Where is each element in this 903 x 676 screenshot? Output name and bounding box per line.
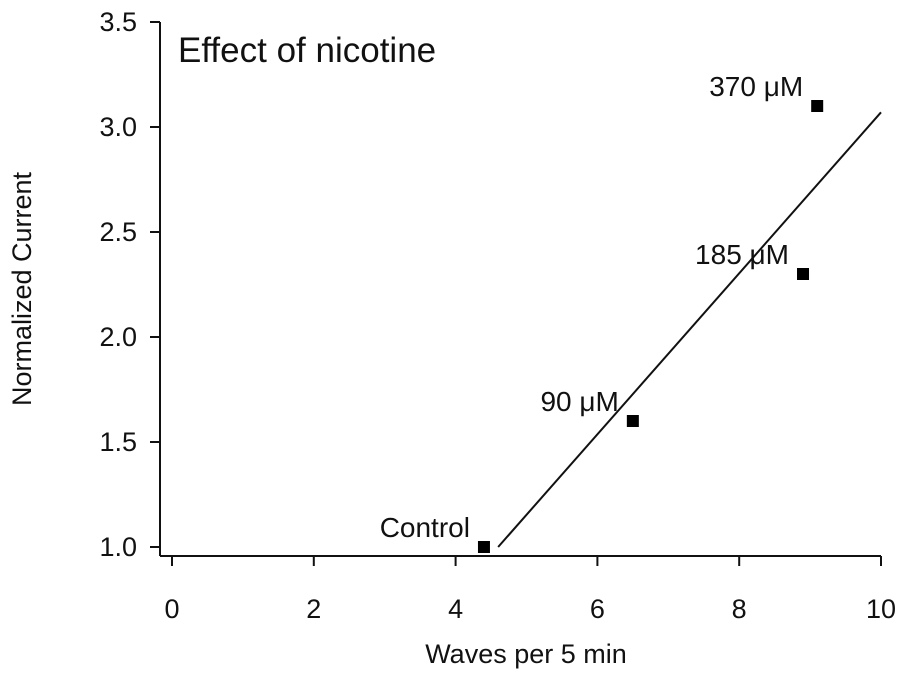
y-tick-label: 1.5 — [99, 427, 137, 457]
y-tick-label: 3.5 — [99, 7, 137, 37]
data-point-label: 90 μM — [540, 386, 618, 417]
y-tick-label: 1.0 — [99, 532, 137, 562]
data-point-label: Control — [380, 512, 470, 543]
data-point-marker — [626, 415, 639, 427]
y-axis-ticks: 1.0 1.5 2.0 2.5 3.0 3.5 — [99, 7, 160, 562]
data-point-marker — [797, 268, 810, 280]
chart-title: Effect of nicotine — [178, 31, 436, 70]
x-tick-label: 2 — [306, 594, 321, 624]
x-axis-ticks: 0 2 4 6 8 10 — [164, 556, 896, 624]
data-point-labels: Control 90 μM 185 μM 370 μM — [380, 71, 803, 543]
y-axis-label: Normalized Current — [7, 171, 37, 406]
data-point-marker — [811, 100, 824, 112]
x-tick-label: 0 — [164, 594, 179, 624]
x-tick-label: 4 — [448, 594, 463, 624]
y-tick-label: 2.5 — [99, 217, 137, 247]
x-tick-label: 10 — [866, 594, 896, 624]
data-point-label: 370 μM — [709, 71, 803, 102]
data-point-label: 185 μM — [695, 239, 789, 270]
data-point-marker — [477, 541, 490, 553]
x-tick-label: 6 — [590, 594, 605, 624]
fit-line — [497, 111, 882, 548]
data-points — [477, 100, 824, 553]
x-axis-label: Waves per 5 min — [425, 639, 627, 669]
y-tick-label: 2.0 — [99, 322, 137, 352]
x-tick-label: 8 — [732, 594, 747, 624]
y-tick-label: 3.0 — [99, 112, 137, 142]
